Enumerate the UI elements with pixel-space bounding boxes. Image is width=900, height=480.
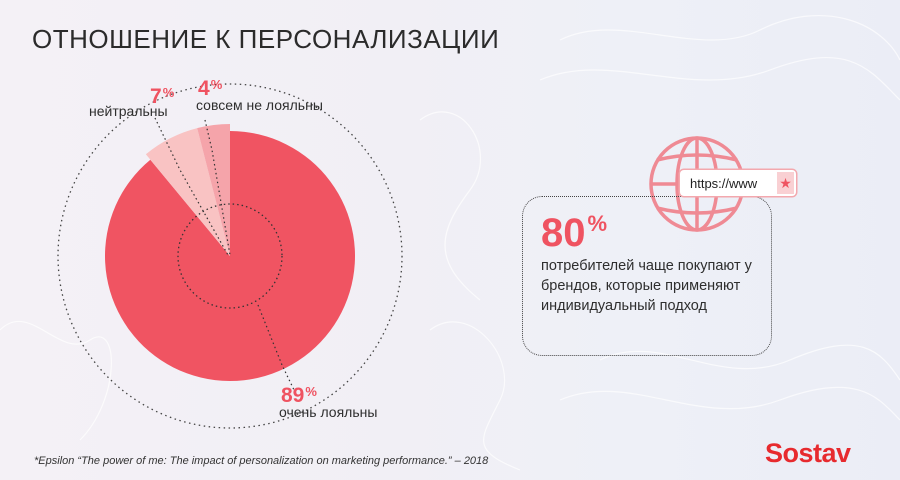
- brand-logo: Sostav: [765, 438, 851, 468]
- stat-value: 80%: [541, 211, 608, 255]
- source-footnote: *Epsilon “The power of me: The impact of…: [34, 455, 489, 467]
- pie-chart: [105, 124, 356, 381]
- stat-description: потребителей чаще покупают у брендов, ко…: [541, 258, 752, 314]
- url-bar-text: https://www: [690, 176, 758, 191]
- leader-line-neutral: [154, 117, 229, 256]
- outer-orbit: [57, 83, 403, 429]
- slice-label-neutral: нейтральны: [89, 103, 168, 119]
- stat-card: [522, 196, 772, 356]
- slice-value-loyal: 89%: [281, 384, 317, 407]
- pie-slice-neutral: [145, 128, 230, 256]
- background-contours: [0, 15, 900, 471]
- leader-line-disloyal: [204, 119, 231, 256]
- pie-slice-loyal: [105, 131, 356, 381]
- page-title: ОТНОШЕНИЕ К ПЕРСОНАЛИЗАЦИИ: [32, 24, 500, 54]
- url-bar: [680, 170, 796, 196]
- star-icon: ★: [777, 172, 794, 194]
- slice-label-loyal: очень лояльны: [279, 404, 378, 420]
- slice-value-neutral: 7%: [150, 85, 175, 108]
- pie-slice-disloyal: [197, 124, 230, 256]
- slice-value-disloyal: 4%: [198, 77, 223, 100]
- slice-label-disloyal: совсем не лояльны: [196, 97, 323, 113]
- inner-orbit: [177, 203, 283, 309]
